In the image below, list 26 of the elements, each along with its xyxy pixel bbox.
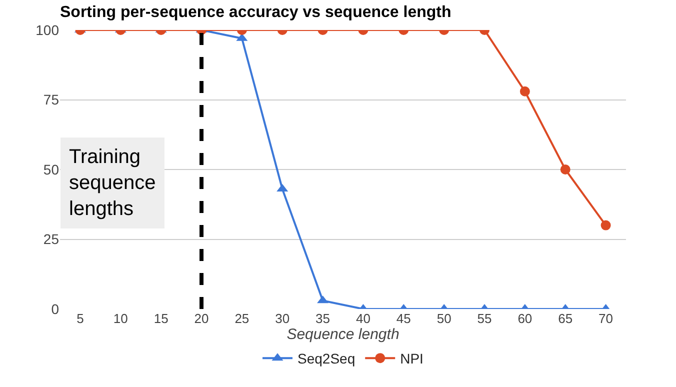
x-axis-title: Sequence length [286, 326, 400, 343]
x-tick-label: 30 [275, 311, 290, 326]
x-tick-label: 60 [518, 311, 532, 326]
x-tick-label: 25 [234, 311, 250, 326]
annotation: Training sequence lengths [69, 146, 156, 220]
x-tick-label: 5 [76, 311, 84, 326]
x-tick-label: 15 [154, 311, 168, 326]
chart-title: Sorting per-sequence accuracy vs sequence length [60, 4, 452, 22]
y-tick-label: 0 [51, 300, 60, 317]
y-tick-label: 50 [43, 161, 60, 178]
x-tick-label: 45 [396, 311, 411, 326]
x-tick-label: 10 [113, 311, 128, 326]
legend-label: Seq2Seq [298, 350, 356, 367]
x-tick-label: 55 [477, 311, 492, 326]
x-tick-label: 50 [436, 311, 452, 326]
point [600, 220, 611, 230]
y-tick-label: 100 [36, 22, 60, 38]
x-tick-label: 70 [598, 311, 614, 326]
point [560, 164, 570, 174]
x-tick-label: 40 [356, 311, 370, 326]
x-tick-label: 65 [558, 311, 573, 326]
y-tick-label: 75 [43, 92, 60, 108]
x-tick-label: 35 [316, 311, 330, 326]
legend-label: NPI [400, 350, 424, 367]
y-tick-label: 25 [43, 231, 60, 248]
x-tick-label: 20 [194, 311, 209, 326]
